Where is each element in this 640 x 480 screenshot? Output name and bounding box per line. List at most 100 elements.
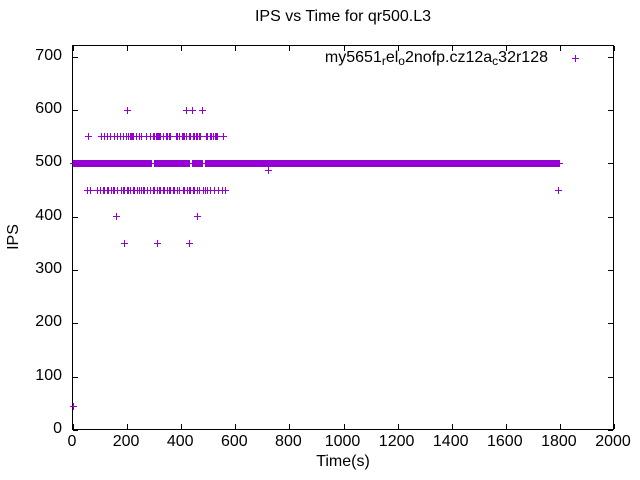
x-tick-mark-top [559,46,561,51]
chart-title: IPS vs Time for qr500.L3 [254,8,432,25]
data-point [143,186,151,194]
y-tick-mark-right [608,56,613,58]
y-tick-label: 0 [53,420,62,437]
x-tick-label: 200 [112,433,140,450]
x-tick-mark-top [181,46,183,51]
legend-text-segment: my5651 [324,49,382,66]
legend-subscript: c [492,54,499,68]
x-tick-mark [289,424,291,429]
y-tick-label: 500 [35,153,62,171]
y-tick-mark [73,430,78,431]
x-tick-mark [343,424,345,429]
data-point [124,106,132,114]
data-point [214,133,222,141]
y-tick-label: 400 [35,206,62,224]
y-tick-mark [73,56,78,58]
x-tick-label: 600 [220,433,248,450]
x-tick-mark [73,424,74,429]
data-point [113,213,121,221]
legend-text-segment: el [385,49,399,66]
legend-plus-marker-icon [572,55,579,62]
x-tick-mark-top [397,46,399,51]
x-tick-label: 1000 [324,433,361,450]
data-point [199,106,207,114]
data-point [220,133,228,141]
data-point [207,186,215,194]
data-point [70,402,78,410]
x-tick-label: 1200 [378,433,415,450]
data-point [555,186,563,194]
y-tick-label: 700 [35,46,62,64]
x-tick-label: 2000 [595,433,631,450]
data-point [121,239,129,247]
y-tick-mark-right [608,323,613,325]
x-tick-mark [505,424,507,429]
y-tick-mark-right [608,376,613,378]
y-tick-mark-right [608,110,613,111]
x-tick-label: 400 [166,433,194,450]
y-tick-mark-right [608,163,613,165]
x-tick-mark [181,424,183,429]
data-point [555,159,563,167]
y-tick-mark [73,270,78,271]
x-tick-mark-top [343,46,345,51]
data-point [154,239,162,247]
x-tick-label: 0 [67,433,77,450]
legend-label: my5651relo2nofp.cz12ac32r128 [324,49,548,68]
data-point [195,186,203,194]
data-point [107,133,115,141]
y-tick-label: 200 [35,313,62,331]
plot-area [70,45,615,431]
x-tick-mark [559,424,561,429]
x-tick-mark [127,424,129,429]
x-tick-mark-top [614,46,615,51]
x-tick-mark-top [505,46,507,51]
y-tick-label: 100 [35,366,62,384]
legend-subscript: r [381,54,386,68]
x-tick-mark [614,424,615,429]
data-point [186,239,194,247]
x-tick-label: 1600 [487,433,523,450]
legend-text-segment: 2nofp.cz12a [404,49,493,66]
data-point [221,186,229,194]
data-point [196,133,204,141]
x-tick-mark-top [235,46,237,51]
x-tick-mark [397,424,399,429]
x-tick-label: 800 [275,433,302,450]
y-tick-label: 600 [35,100,62,117]
x-tick-mark-top [289,46,291,51]
data-point [113,133,121,141]
data-point [142,133,150,141]
data-point [211,186,219,194]
y-tick-label: 300 [35,260,62,277]
x-tick-mark [235,424,237,429]
data-point [189,106,197,114]
x-tick-mark-top [451,46,453,51]
data-point [193,213,201,221]
data-point [166,133,174,141]
data-point [85,133,93,141]
x-axis-label: Time(s) [316,453,370,470]
y-tick-mark-right [608,430,613,431]
data-point [86,186,94,194]
legend-text-segment: 32r128 [498,49,548,66]
x-tick-mark [451,424,453,429]
data-point [264,166,272,174]
x-tick-mark-top [73,46,74,51]
data-point [203,186,211,194]
y-tick-mark-right [608,216,613,218]
y-axis-label: IPS [5,224,22,250]
data-point [138,133,146,141]
y-tick-mark-right [608,270,613,271]
data-point [175,186,183,194]
legend-subscript: o [398,54,405,68]
y-tick-mark [73,110,78,111]
data-point [183,106,191,114]
y-tick-mark [73,376,78,378]
y-tick-mark [73,216,78,218]
y-tick-mark [73,323,78,325]
data-point [113,186,121,194]
x-tick-label: 1800 [541,433,577,450]
x-tick-mark-top [127,46,129,51]
